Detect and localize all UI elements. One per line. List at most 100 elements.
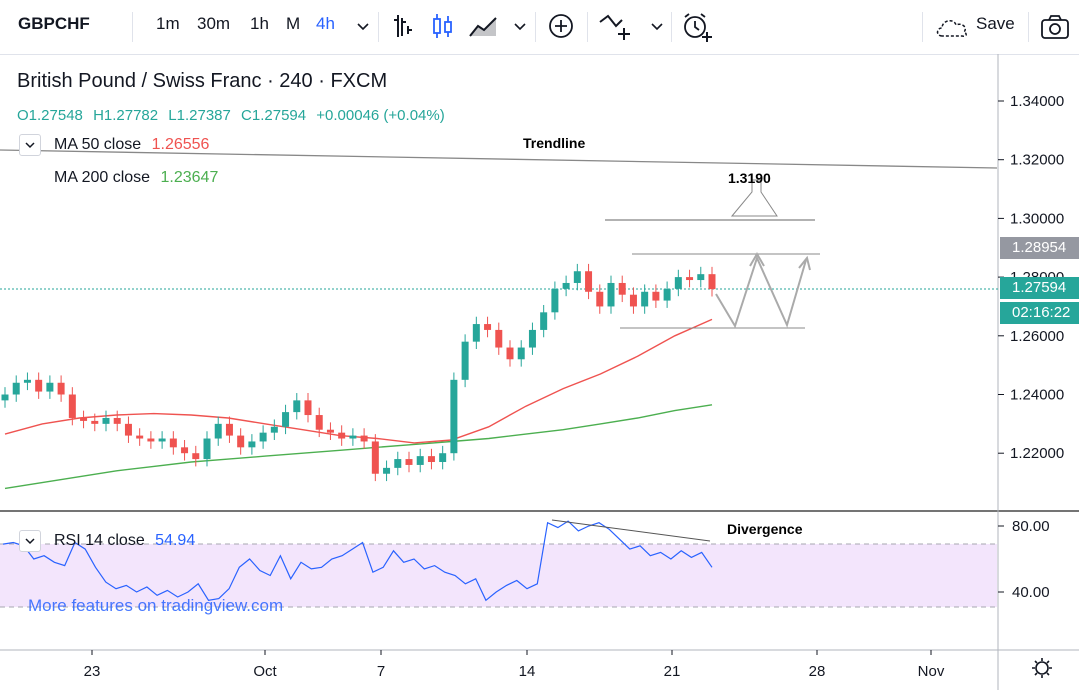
candle-body — [248, 441, 256, 448]
close-value: C1.27594 — [241, 107, 307, 124]
toolbar-divider — [587, 12, 588, 42]
candle-body — [674, 277, 682, 289]
candle-body — [113, 417, 121, 424]
candle-body — [102, 417, 110, 424]
symbol-search[interactable]: GBPCHF — [18, 14, 90, 33]
chart-title: British Pound / Swiss Franc · 240 · FXCM — [17, 70, 388, 92]
candle-body — [147, 438, 155, 442]
chevron-down-icon[interactable] — [356, 20, 370, 34]
candle-body — [304, 400, 312, 416]
candle-body — [607, 282, 615, 307]
area-style-icon[interactable] — [468, 12, 500, 40]
divergence-line — [551, 519, 711, 542]
candle-body — [551, 288, 559, 313]
candle-body — [136, 435, 144, 439]
projection-arrow — [749, 252, 765, 267]
divergence-label: Divergence — [727, 521, 803, 537]
candle-body — [394, 459, 402, 468]
interval-4h[interactable]: 4h — [316, 14, 335, 33]
open-value: O1.27548 — [17, 107, 83, 124]
ma200-value: 1.23647 — [160, 169, 219, 186]
candle-body — [618, 282, 626, 295]
candle-body — [158, 438, 166, 442]
candle-body — [641, 291, 649, 307]
camera-icon[interactable] — [1040, 14, 1070, 40]
candle-body — [349, 435, 357, 439]
candle-body — [506, 347, 514, 360]
candle-body — [573, 271, 581, 283]
candle-body — [124, 423, 132, 436]
rsi-legend: RSI 14 close 54.94 — [54, 532, 195, 550]
candle-body — [35, 379, 43, 392]
candle-body — [708, 274, 716, 290]
change-value: +0.00046 (+0.04%) — [316, 107, 445, 124]
candle-body — [585, 271, 593, 292]
candle-style-icon[interactable] — [430, 12, 454, 40]
candle-body — [225, 423, 233, 436]
candle-body — [517, 347, 525, 360]
candle-body — [282, 412, 290, 427]
candle-body — [405, 459, 413, 465]
time-tick-label: 14 — [519, 663, 536, 680]
candle-body — [562, 282, 570, 289]
low-value: L1.27387 — [168, 107, 231, 124]
candle-body — [46, 382, 54, 392]
candle-body — [652, 291, 660, 301]
price-tick-label: 1.24000 — [1010, 387, 1064, 404]
candle-body — [192, 453, 200, 460]
candle-body — [450, 379, 458, 454]
rsi-value: 54.94 — [155, 532, 196, 549]
candle-body — [472, 324, 480, 342]
candle-body — [326, 429, 334, 433]
tradingview-watermark[interactable]: More features on tradingview.com — [28, 596, 284, 615]
interval-1m[interactable]: 1m — [156, 14, 180, 33]
candle-body — [12, 382, 20, 395]
candle-body — [293, 400, 301, 413]
candle-body — [371, 441, 379, 474]
price-tick-label: 1.30000 — [1010, 210, 1064, 227]
rsi-band — [0, 544, 997, 607]
ohlc-readout: O1.27548 H1.27782 L1.27387 C1.27594 +0.0… — [17, 107, 445, 124]
bar-style-icon[interactable] — [392, 12, 414, 40]
candle-body — [169, 438, 177, 448]
cloud-icon[interactable] — [934, 14, 972, 40]
candle-body — [383, 467, 391, 474]
interval-month[interactable]: M — [286, 14, 301, 33]
projection-path — [715, 255, 807, 329]
indicators-icon[interactable] — [598, 12, 634, 42]
collapse-indicators-button[interactable] — [19, 134, 41, 156]
settings-gear-icon[interactable] — [1032, 658, 1052, 678]
candle-body — [439, 453, 447, 463]
price-tick-label: 1.22000 — [1010, 445, 1064, 462]
candle-body — [214, 423, 222, 439]
alert-icon[interactable] — [681, 12, 715, 44]
toolbar-divider — [922, 12, 923, 42]
projection-arrow — [798, 255, 811, 271]
candle-body — [495, 329, 503, 348]
candle-body — [68, 394, 76, 418]
price-tick-label: 1.26000 — [1010, 328, 1064, 345]
rsi-label: RSI 14 close — [54, 532, 145, 549]
candle-body — [540, 312, 548, 330]
save-button[interactable]: Save — [976, 14, 1015, 33]
candle-body — [91, 420, 99, 424]
interval-30m[interactable]: 30m — [197, 14, 231, 33]
time-tick-label: 21 — [664, 663, 681, 680]
high-value: H1.27782 — [93, 107, 159, 124]
chevron-down-icon[interactable] — [650, 20, 664, 34]
add-compare-icon[interactable] — [547, 12, 575, 40]
candle-body — [596, 291, 604, 307]
rsi-tick-label: 80.00 — [1012, 518, 1050, 535]
high-level-tag: 1.28954 — [1000, 237, 1079, 259]
interval-1h[interactable]: 1h — [250, 14, 269, 33]
ma50-line — [4, 318, 713, 444]
collapse-rsi-button[interactable] — [19, 530, 41, 552]
candle-body — [427, 456, 435, 463]
candle-body — [360, 435, 368, 442]
candle-body — [23, 379, 31, 383]
time-tick-label: Nov — [918, 663, 945, 680]
time-tick-label: Oct — [253, 663, 277, 680]
chevron-down-icon[interactable] — [513, 20, 527, 34]
trendline — [0, 149, 998, 169]
candle-body — [270, 426, 278, 433]
